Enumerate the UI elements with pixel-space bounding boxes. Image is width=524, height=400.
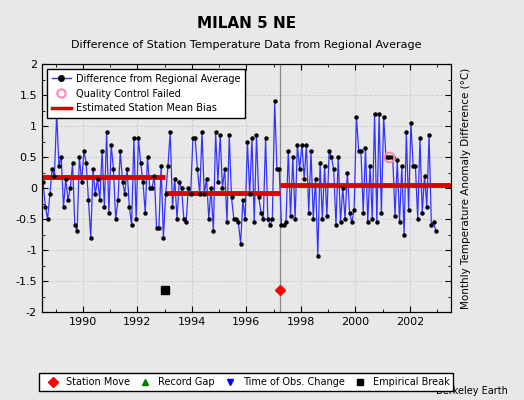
Legend: Station Move, Record Gap, Time of Obs. Change, Empirical Break: Station Move, Record Gap, Time of Obs. C… xyxy=(39,373,453,391)
Text: Difference of Station Temperature Data from Regional Average: Difference of Station Temperature Data f… xyxy=(71,40,421,50)
Text: MILAN 5 NE: MILAN 5 NE xyxy=(196,16,296,31)
Legend: Difference from Regional Average, Quality Control Failed, Estimated Station Mean: Difference from Regional Average, Qualit… xyxy=(47,69,245,118)
Text: Berkeley Earth: Berkeley Earth xyxy=(436,386,508,396)
Y-axis label: Monthly Temperature Anomaly Difference (°C): Monthly Temperature Anomaly Difference (… xyxy=(461,67,471,309)
